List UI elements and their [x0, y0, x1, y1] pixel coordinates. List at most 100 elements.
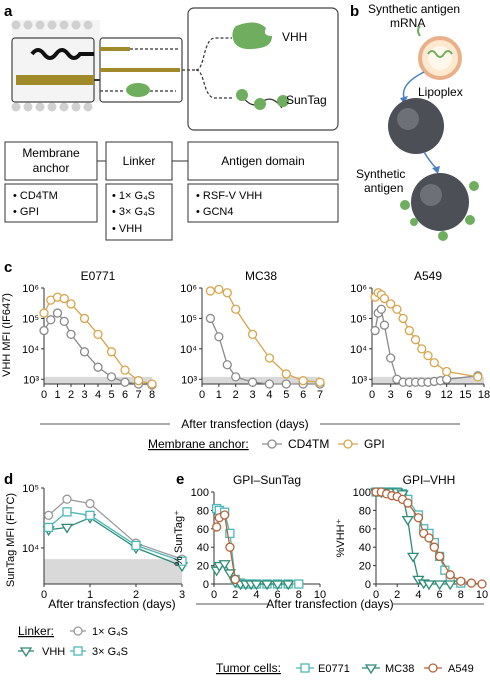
legend-marker-e0771: [300, 663, 310, 673]
data-point-gpi: [404, 325, 414, 336]
data-point-cd4tm: [205, 313, 216, 324]
x-tick-label: 2: [233, 389, 239, 401]
x-tick-label: 4: [266, 389, 272, 401]
data-point-a549: [424, 533, 434, 543]
data-point-vhh: [60, 523, 74, 534]
x-tick-label: 3: [250, 389, 256, 401]
data-point-gpi: [473, 372, 483, 382]
x-tick-label: 7: [317, 389, 323, 401]
data-point-cd4tm: [214, 332, 224, 342]
x-tick-label: 6: [275, 589, 281, 601]
lipoplex-icon: [417, 25, 462, 80]
lipid-head: [47, 20, 57, 30]
data-point-gpi: [417, 344, 427, 354]
data-point-gpi: [281, 369, 291, 379]
data-point-a549: [211, 522, 222, 532]
data-point-gpi: [214, 284, 224, 295]
lipid-heads: [11, 20, 93, 112]
data-point-cd4tm: [39, 325, 49, 336]
y-tick-label: 10³: [181, 374, 197, 386]
x-tick-label: 3: [179, 589, 185, 601]
data-point-mc38: [260, 580, 274, 591]
legend-marker-a549: [428, 663, 438, 673]
data-point-mc38: [444, 580, 457, 591]
data-point-a549: [466, 578, 477, 588]
x-tick-label: 4: [253, 589, 259, 601]
y-tick-label: 10⁶: [350, 283, 367, 295]
y-axis-label: % SunTag⁺: [173, 510, 185, 566]
data-point-gpi: [93, 329, 103, 339]
chart-title: GPI–VHH: [403, 473, 456, 487]
chart-title: GPI–SunTag: [233, 473, 301, 487]
data-point-cd4tm: [247, 377, 258, 387]
y-tick-label: 10⁴: [22, 344, 39, 356]
legend-label-3xg4s: 3× G₄S: [92, 646, 128, 658]
membrane-anchor-box: [11, 37, 95, 103]
data-point-gpi: [264, 353, 275, 363]
legend-label-gpi: GPI: [364, 437, 385, 451]
data-point-1-g-s: [62, 494, 72, 504]
y-tick-label: 0: [365, 579, 371, 591]
background-shade: [44, 376, 152, 384]
data-point-a549: [456, 576, 466, 586]
x-tick-label: 0: [41, 589, 47, 601]
data-point-3-g-s: [85, 510, 95, 520]
x-tick-label: 1: [87, 589, 93, 601]
x-tick-label: 5: [108, 389, 114, 401]
antigen-item: • GCN4: [196, 206, 233, 218]
panel-d-legend: Linker: 1× G₄S VHH 3× G₄S: [18, 624, 128, 658]
data-point-gpi: [392, 304, 402, 314]
data-point-3-g-s: [62, 507, 72, 517]
x-tick-label: 4: [95, 389, 101, 401]
data-point-mc38: [401, 515, 414, 526]
data-point-gpi: [410, 335, 421, 345]
lipid-head: [35, 102, 45, 112]
mrna-label-line1: Synthetic antigen: [368, 2, 460, 16]
chart-title: E0771: [81, 269, 116, 283]
data-point-gpi: [315, 377, 325, 387]
antigen-label-line1: Synthetic: [356, 167, 405, 181]
legend-label-mc38: MC38: [385, 663, 414, 675]
data-point-a549: [434, 551, 445, 562]
data-point-gpi: [79, 313, 90, 324]
lipid-head: [47, 102, 57, 112]
data-point-gpi: [398, 313, 408, 324]
x-tick-label: 10: [314, 589, 326, 601]
x-tick-label: 2: [68, 389, 74, 401]
y-tick-label: 10⁴: [180, 344, 197, 356]
legend-label-e0771: E0771: [318, 663, 350, 675]
legend-marker-mc38: [364, 664, 378, 675]
data-point-e0771: [225, 528, 235, 539]
chart-title: MC38: [245, 269, 277, 283]
legend-label-1xg4s: 1× G₄S: [92, 626, 128, 638]
y-tick-label: 80: [359, 505, 371, 517]
data-point-cd4tm: [52, 308, 63, 318]
lipid-head: [11, 102, 21, 112]
data-point-gpi: [298, 376, 308, 386]
panel-label-a: a: [4, 3, 13, 20]
x-tick-label: 8: [458, 589, 464, 601]
data-point-gpi: [222, 288, 232, 298]
x-tick-label: 0: [369, 389, 375, 401]
y-tick-label: 0: [203, 579, 209, 591]
data-point-gpi: [386, 299, 396, 309]
antigen-cell-icon: [411, 173, 469, 231]
mrna-label-line2: mRNA: [390, 16, 425, 30]
arrow-to-cell: [402, 71, 425, 99]
data-point-a549: [477, 579, 487, 589]
antigen-domain-box: [187, 7, 339, 131]
header-membrane: Membrane: [22, 146, 80, 160]
data-point-cd4tm: [281, 379, 291, 389]
header-anchor: anchor: [33, 161, 70, 175]
data-point-mc38: [433, 580, 446, 591]
data-point-gpi: [205, 286, 216, 296]
data-point-gpi: [442, 366, 452, 377]
vhh-linker-icon: [126, 83, 150, 97]
panel-d-ylabel: SunTag MFI (FITC): [5, 493, 17, 587]
series-line-cd4tm: [374, 307, 478, 383]
data-point-gpi: [39, 308, 49, 318]
y-tick-label: 10⁵: [350, 313, 367, 325]
legend-title: Linker:: [18, 624, 54, 638]
panel-label-b: b: [350, 3, 359, 20]
